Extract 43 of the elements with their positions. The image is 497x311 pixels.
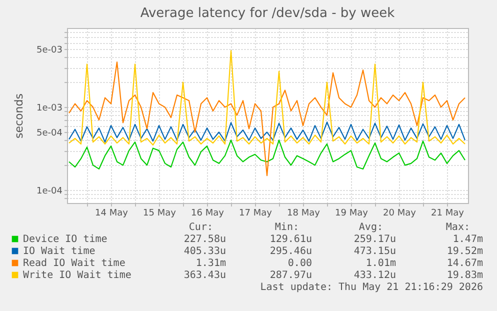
text: Min: bbox=[274, 222, 299, 233]
x-tick-label: 20 May bbox=[383, 208, 417, 218]
y-tick-label: 1e-03 bbox=[36, 104, 62, 114]
line-series bbox=[68, 140, 466, 170]
line-series bbox=[68, 50, 466, 146]
y-tick-label: 5e-04 bbox=[36, 128, 63, 139]
text: 227.58u bbox=[184, 234, 226, 245]
line-series bbox=[68, 61, 466, 176]
text: 1.01m bbox=[366, 258, 396, 269]
text: 19.83m bbox=[446, 270, 483, 281]
text: 129.61u bbox=[270, 234, 312, 245]
x-tick-label: 21 May bbox=[431, 208, 465, 218]
y-tick-label: 5e-03 bbox=[36, 46, 62, 56]
x-tick-label: 19 May bbox=[335, 208, 369, 218]
text: Max: bbox=[446, 222, 470, 233]
text: 295.46u bbox=[270, 246, 312, 257]
text: 363.43u bbox=[184, 270, 226, 281]
x-tick-label: 14 May bbox=[95, 208, 129, 218]
x-tick-label: 15 May bbox=[143, 208, 177, 218]
text: 1.47m bbox=[452, 234, 483, 245]
x-tick-label: 16 May bbox=[191, 208, 225, 218]
y-tick-label: 1e-04 bbox=[36, 186, 63, 197]
legend-label: Read IO Wait time bbox=[23, 258, 126, 269]
text: 405.33u bbox=[184, 246, 226, 257]
text: Avg: bbox=[358, 222, 383, 233]
legend-label: Device IO time bbox=[23, 234, 108, 245]
chart-title: Average latency for /dev/sda - by week bbox=[140, 6, 396, 21]
line-series bbox=[68, 122, 466, 143]
legend-label: IO Wait time bbox=[23, 246, 96, 257]
text: 1.31m bbox=[196, 258, 226, 269]
text: 473.15u bbox=[354, 246, 396, 257]
text: 287.97u bbox=[270, 270, 312, 281]
text: 433.12u bbox=[354, 270, 396, 281]
text: 19.52m bbox=[446, 246, 483, 257]
legend-label: Write IO Wait time bbox=[23, 270, 132, 281]
text: 14.67m bbox=[446, 258, 483, 269]
text: 259.17u bbox=[354, 234, 396, 245]
y-axis-title: seconds bbox=[12, 93, 26, 138]
x-tick-label: 18 May bbox=[287, 208, 321, 218]
text: 0.00 bbox=[288, 258, 312, 269]
text: Last update: Thu May 21 21:16:29 2026 bbox=[260, 282, 483, 293]
text: Cur: bbox=[188, 222, 213, 233]
x-tick-label: 17 May bbox=[239, 208, 273, 218]
